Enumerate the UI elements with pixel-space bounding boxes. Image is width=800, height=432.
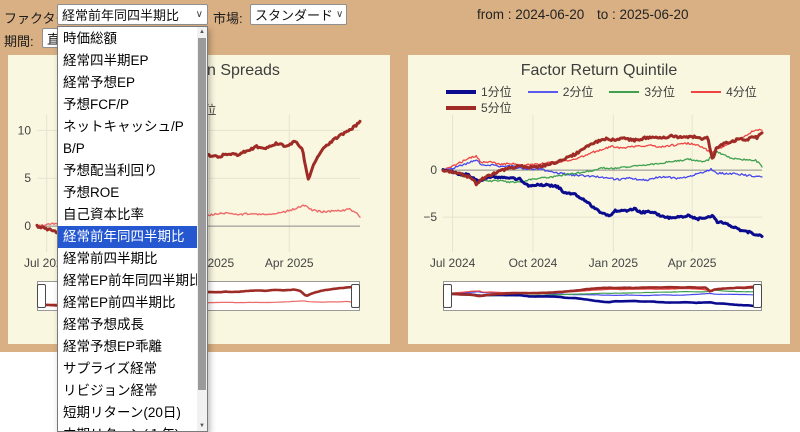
market-select[interactable]: スタンダード ∨ — [250, 4, 347, 25]
legend-item[interactable]: 2分位 — [527, 83, 594, 100]
quintile-chart-title: Factor Return Quintile — [520, 62, 678, 79]
legend-label: 4分位 — [726, 85, 757, 99]
factor-option[interactable]: サプライズ経常 — [63, 361, 158, 376]
range-slider-right-handle[interactable] — [753, 284, 762, 308]
legend-swatch-icon — [446, 105, 476, 110]
series-line-5分位 — [441, 131, 764, 187]
market-select-value: スタンダード — [255, 8, 334, 23]
factor-option[interactable]: 経常四半期EP — [63, 53, 149, 68]
x-axis-tick-label: Apr 2025 — [668, 256, 717, 270]
period-label: 期間: — [4, 34, 34, 49]
mini-series-line — [444, 285, 761, 298]
factor-dropdown-items: 時価総額経常四半期EP 経常予想EP 予想FCF/P ネットキャッシュ/P B/P 予想配… — [58, 28, 197, 431]
factor-option[interactable]: 時価総額 — [63, 31, 117, 46]
series-line-4分位 — [442, 128, 763, 172]
legend-item[interactable]: 1分位 — [446, 83, 512, 100]
scroll-down-icon[interactable]: ▼ — [197, 421, 207, 431]
date-from-text: from : 2024-06-20 — [477, 7, 585, 22]
factor-option[interactable]: 短期リターン(20日) — [63, 405, 181, 420]
quintile-plot-area: Jul 2024 Oct 2024 Jan 2025 Apr 2025 −5 0 — [423, 115, 764, 270]
market-label: 市場: — [213, 11, 243, 26]
legend-swatch-icon — [691, 90, 722, 93]
factor-option[interactable]: 経常前年同四半期比 — [58, 226, 197, 248]
y-axis-tick-label: 10 — [18, 123, 32, 137]
factor-option[interactable]: 経常EP前年同四半期比 — [63, 273, 197, 288]
x-axis-tick-label: Apr 2025 — [265, 256, 314, 270]
y-axis-tick-label: 0 — [430, 163, 437, 177]
range-slider-left-handle[interactable] — [37, 284, 46, 308]
legend-item[interactable]: 4分位 — [691, 83, 757, 100]
x-axis-tick-label: Jul 2024 — [430, 256, 476, 270]
factor-option[interactable]: 経常予想EP — [63, 75, 136, 90]
series-line-1分位 — [441, 168, 764, 238]
range-slider-left-handle[interactable] — [443, 284, 452, 308]
series-line-3分位 — [442, 150, 763, 184]
factor-select[interactable]: 経常前年同四半期比 ∨ — [57, 4, 208, 25]
scrollbar-thumb[interactable] — [198, 38, 206, 390]
factor-option[interactable]: リビジョン経常 — [63, 383, 158, 398]
legend-item[interactable]: 5分位 — [446, 99, 512, 116]
quintile-chart-panel: Factor Return Quintile 1分位 2分位 3分位 4分位 5分位 … — [408, 55, 790, 344]
y-axis-tick-label: 0 — [24, 219, 31, 233]
legend-label: 5分位 — [481, 101, 512, 115]
chevron-down-icon: ∨ — [195, 8, 203, 20]
x-axis-tick-label: Jan 2025 — [589, 256, 639, 270]
x-axis-tick-label: Oct 2024 — [509, 256, 558, 270]
chevron-down-icon: ∨ — [336, 8, 344, 20]
scroll-up-icon[interactable]: ▲ — [197, 27, 207, 37]
quintile-legend-row1: 1分位 2分位 3分位 4分位 — [446, 83, 757, 100]
factor-option[interactable]: 経常予想成長 — [63, 317, 144, 332]
factor-option[interactable]: 経常前四半期比 — [63, 251, 158, 266]
y-axis-tick-label: −5 — [423, 210, 437, 224]
y-axis-tick-label: 5 — [24, 171, 31, 185]
factor-option[interactable]: B/P — [63, 141, 85, 156]
factor-option[interactable]: 経常予想EP乖離 — [63, 339, 163, 354]
factor-label: ファクター: — [4, 11, 73, 26]
quintile-range-slider[interactable] — [443, 281, 762, 311]
quintile-legend-row2: 5分位 — [446, 99, 512, 116]
legend-swatch-icon — [527, 90, 558, 93]
legend-label: 3分位 — [644, 85, 676, 99]
factor-option[interactable]: 自己資本比率 — [63, 207, 144, 222]
date-to-text: to : 2025-06-20 — [597, 7, 689, 22]
legend-label: 2分位 — [562, 85, 594, 99]
factor-option[interactable]: ネットキャッシュ/P — [63, 119, 184, 134]
legend-swatch-icon — [609, 90, 640, 93]
factor-option[interactable]: 予想FCF/P — [63, 97, 129, 112]
factor-option[interactable]: 経常EP前四半期比 — [63, 295, 176, 310]
factor-option[interactable]: 予想ROE — [63, 185, 120, 200]
factor-option[interactable]: 中期リターン(１年) — [58, 424, 197, 431]
legend-item[interactable]: 3分位 — [609, 83, 675, 100]
legend-swatch-icon — [446, 89, 476, 94]
range-slider-right-handle[interactable] — [351, 284, 360, 308]
series-line-2分位 — [442, 159, 763, 182]
legend-label: 1分位 — [481, 85, 512, 99]
factor-dropdown-list: 時価総額経常四半期EP 経常予想EP 予想FCF/P ネットキャッシュ/P B/P 予想配… — [57, 26, 208, 432]
dropdown-scrollbar[interactable]: ▲ ▼ — [197, 27, 207, 431]
factor-select-value: 経常前年同四半期比 — [62, 8, 180, 23]
factor-option[interactable]: 予想配当利回り — [63, 163, 158, 178]
